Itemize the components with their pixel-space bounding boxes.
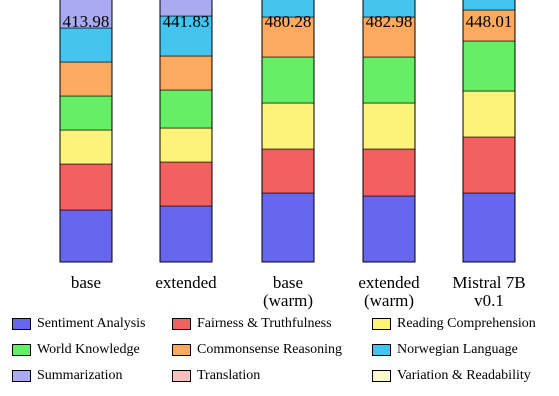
total-label-2: 480.28 (265, 12, 312, 31)
bar-segment-0-1 (159, 205, 213, 263)
bar-segment-0-2 (261, 192, 315, 263)
bar-segment-5-2 (261, 0, 315, 18)
bar-segment-0-3 (362, 195, 416, 263)
x-tick-label-3-0: extended (358, 273, 420, 292)
bar-segment-1-1 (159, 161, 213, 207)
bar-outline-2 (261, 0, 315, 263)
total-label-3: 482.98 (366, 12, 413, 31)
bar-segment-0-4 (462, 192, 516, 263)
bar-segment-3-2 (261, 56, 315, 104)
bar-segment-5-3 (362, 0, 416, 18)
bar-segment-2-1 (159, 127, 213, 163)
bar-segment-1-4 (462, 136, 516, 194)
bar-segment-1-2 (261, 148, 315, 194)
bar-segment-2-0 (59, 129, 113, 165)
bar-segment-4-0 (59, 61, 113, 97)
totals-group: 413.98 441.83 480.28 482.98 448.01 (63, 12, 513, 31)
x-labels-group: base extended base(warm)extended(warm)Mist… (71, 273, 526, 310)
bar-segment-1-0 (59, 163, 113, 211)
bar-segment-2-4 (462, 90, 516, 138)
x-tick-label-4-0: Mistral 7B (452, 273, 525, 292)
bar-segment-2-3 (362, 102, 416, 150)
bar-segment-4-2 (261, 16, 315, 58)
x-tick-label-2-1: (warm) (263, 291, 313, 310)
bar-segment-6-1 (159, 0, 213, 17)
bar-outline-1 (159, 0, 213, 263)
bar-segment-4-1 (159, 55, 213, 91)
bar-segment-5-1 (159, 15, 213, 57)
bar-outline-4 (462, 0, 516, 263)
total-label-1: 441.83 (163, 12, 210, 31)
bar-segment-3-4 (462, 40, 516, 92)
bars-group (59, 0, 516, 263)
x-tick-label-2-0: base (273, 273, 303, 292)
x-tick-label-3-1: (warm) (364, 291, 414, 310)
total-label-4: 448.01 (466, 12, 513, 31)
bar-outline-3 (362, 0, 416, 263)
bar-outline-0 (59, 0, 113, 263)
bar-segment-1-3 (362, 148, 416, 197)
bar-segment-3-3 (362, 56, 416, 104)
bar-segment-5-4 (462, 0, 516, 11)
bar-segment-5-0 (59, 27, 113, 63)
x-tick-label-4-1: v0.1 (474, 291, 504, 310)
bar-segment-3-0 (59, 95, 113, 131)
x-tick-label-1-0: extended (155, 273, 217, 292)
x-tick-label-0-0: base (71, 273, 101, 292)
bar-segment-3-1 (159, 89, 213, 129)
bar-segment-0-0 (59, 209, 113, 263)
total-label-0: 413.98 (63, 12, 110, 31)
bar-segment-6-0 (59, 0, 113, 29)
bar-segment-2-2 (261, 102, 315, 150)
